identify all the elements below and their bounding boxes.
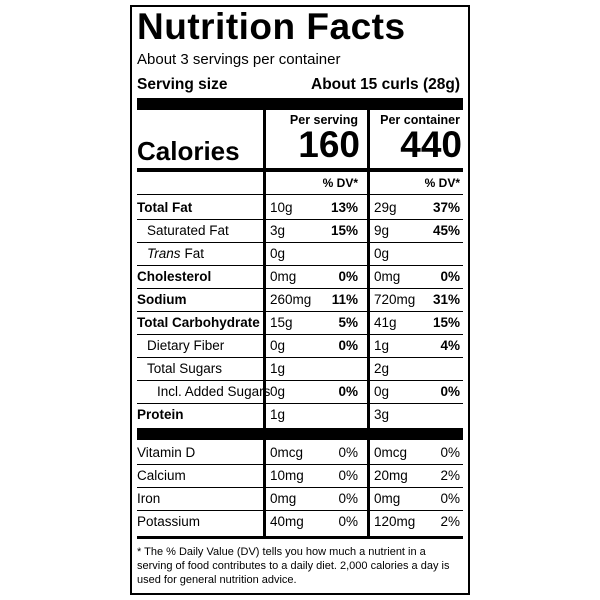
amount: 10mg	[270, 468, 304, 483]
rule	[137, 98, 463, 110]
daily-value: 2%	[440, 468, 460, 483]
daily-value: 0%	[440, 384, 460, 399]
amount: 9g	[374, 223, 390, 238]
amount: 10g	[270, 200, 293, 215]
amount: 0g	[374, 246, 390, 261]
daily-value: 0%	[338, 269, 358, 284]
amount: 15g	[270, 315, 293, 330]
nutrient-label: Total Fat	[137, 200, 193, 215]
rule	[137, 219, 463, 220]
dv-header: % DV*	[322, 176, 358, 190]
amount: 1g	[270, 361, 286, 376]
daily-value: 15%	[330, 223, 358, 238]
amount: 0mcg	[270, 445, 304, 460]
daily-value: 13%	[330, 200, 358, 215]
calories-value: 440	[400, 124, 462, 165]
amount: 0mg	[270, 491, 297, 506]
amount: 0g	[270, 338, 286, 353]
nutrient-label: Potassium	[137, 514, 201, 529]
amount: 0mg	[374, 269, 401, 284]
amount: 1g	[374, 338, 390, 353]
amount: 260mg	[270, 292, 312, 307]
column-header: Per container	[380, 113, 460, 127]
amount: 3g	[374, 407, 390, 422]
rule	[137, 265, 463, 266]
nutrient-label: Sodium	[137, 292, 187, 307]
rule	[137, 168, 463, 172]
nutrient-label: Saturated Fat	[147, 223, 229, 238]
rule	[367, 110, 370, 536]
rule	[137, 487, 463, 488]
nutrient-label: Total Carbohydrate	[137, 315, 260, 330]
amount: 0mg	[374, 491, 401, 506]
daily-value: 37%	[432, 200, 460, 215]
rule	[137, 357, 463, 358]
amount: 0mcg	[374, 445, 408, 460]
rule	[137, 536, 463, 539]
rule	[137, 380, 463, 381]
footnote: * The % Daily Value (DV) tells you how m…	[137, 546, 450, 586]
daily-value: 31%	[432, 292, 460, 307]
calories-value: 160	[298, 124, 360, 165]
nutrition-label	[130, 5, 470, 595]
daily-value: 0%	[440, 269, 460, 284]
nutrient-label: Trans Fat	[147, 242, 204, 265]
rule	[137, 242, 463, 243]
daily-value: 0%	[338, 468, 358, 483]
nutrient-label: Dietary Fiber	[147, 338, 225, 353]
servings: About 3 servings per container	[137, 51, 341, 68]
rule	[137, 194, 463, 195]
amount: 41g	[374, 315, 397, 330]
title: Nutrition Facts	[137, 6, 406, 47]
amount: 0g	[270, 384, 286, 399]
amount: 720mg	[374, 292, 416, 307]
calories-label: Calories	[137, 136, 240, 166]
amount: 2g	[374, 361, 390, 376]
daily-value: 0%	[440, 445, 460, 460]
nutrient-label: Calcium	[137, 468, 186, 483]
amount: 20mg	[374, 468, 408, 483]
nutrient-label: Vitamin D	[137, 445, 196, 460]
rule	[137, 334, 463, 335]
daily-value: 0%	[338, 491, 358, 506]
nutrient-label: Iron	[137, 491, 161, 506]
amount: 0mg	[270, 269, 297, 284]
nutrient-label: Incl. Added Sugars	[157, 384, 271, 399]
amount: 120mg	[374, 514, 416, 529]
amount: 1g	[270, 407, 286, 422]
amount: 40mg	[270, 514, 304, 529]
daily-value: 15%	[432, 315, 460, 330]
daily-value: 0%	[440, 491, 460, 506]
daily-value: 11%	[331, 292, 358, 307]
daily-value: 4%	[440, 338, 460, 353]
rule	[137, 428, 463, 440]
rule	[137, 403, 463, 404]
column-header: Per serving	[289, 113, 358, 127]
daily-value: 0%	[338, 514, 358, 529]
amount: 0g	[374, 384, 390, 399]
rule	[137, 464, 463, 465]
nutrient-label: Protein	[137, 407, 184, 422]
rule	[263, 110, 266, 536]
serving-size-label: Serving size	[137, 76, 228, 93]
daily-value: 2%	[440, 514, 460, 529]
amount: 3g	[270, 223, 286, 238]
daily-value: 0%	[338, 445, 358, 460]
nutrient-label: Total Sugars	[147, 361, 223, 376]
daily-value: 0%	[338, 338, 358, 353]
daily-value: 45%	[432, 223, 460, 238]
label-text: Fat	[184, 246, 205, 261]
serving-size-value: About 15 curls (28g)	[311, 76, 460, 93]
daily-value: 5%	[338, 315, 358, 330]
rule	[137, 510, 463, 511]
label-italic: Trans	[147, 246, 181, 261]
amount: 0g	[270, 246, 286, 261]
amount: 29g	[374, 200, 397, 215]
daily-value: 0%	[338, 384, 358, 399]
rule	[137, 311, 463, 312]
nutrient-label: Cholesterol	[137, 269, 212, 284]
rule	[137, 288, 463, 289]
dv-header: % DV*	[424, 176, 460, 190]
